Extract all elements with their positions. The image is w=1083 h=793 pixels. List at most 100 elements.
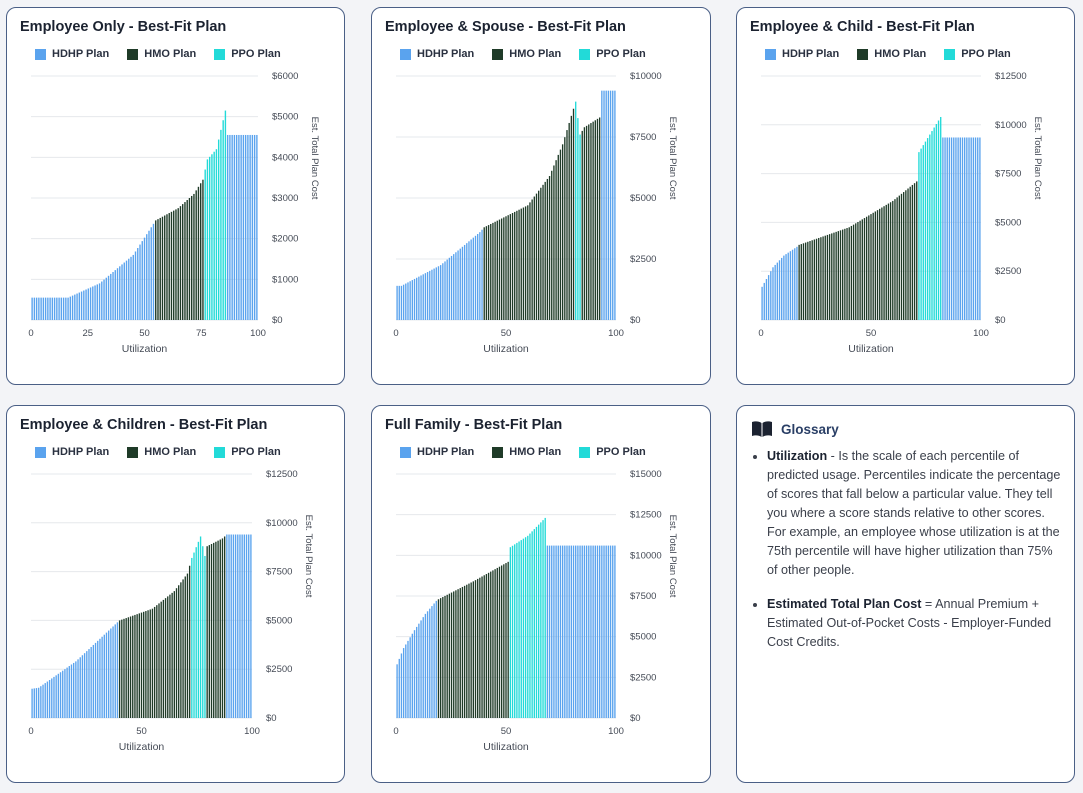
bar: [968, 137, 970, 320]
bar: [114, 624, 116, 718]
bar: [125, 260, 128, 320]
bar: [929, 134, 931, 320]
x-tick-label: 50: [866, 328, 877, 339]
bar: [494, 221, 496, 320]
legend-ppo[interactable]: PPO Plan: [944, 48, 1011, 60]
bar: [789, 251, 792, 320]
y-tick-label: $7500: [266, 567, 292, 578]
bar: [474, 235, 477, 320]
bar: [204, 555, 206, 718]
legend-hmo[interactable]: HMO Plan: [857, 48, 926, 60]
bar: [470, 582, 472, 718]
y-tick-label: $10000: [630, 550, 662, 561]
chart-plot: $0 $2500 $5000 $7500 $10000 $12500 $15000 0 50 10…: [393, 469, 678, 753]
legend-hdhp[interactable]: HDHP Plan: [765, 48, 839, 60]
bar: [485, 226, 488, 320]
bar: [570, 545, 573, 718]
bar: [498, 566, 501, 718]
legend-hdhp[interactable]: HDHP Plan: [400, 446, 474, 458]
bar: [446, 594, 448, 718]
legend-ppo[interactable]: PPO Plan: [579, 446, 646, 458]
legend-hmo[interactable]: HMO Plan: [127, 48, 196, 60]
bar: [911, 184, 914, 320]
bar: [219, 539, 221, 718]
bar: [31, 688, 33, 718]
bar: [83, 653, 86, 718]
bar: [433, 268, 435, 320]
bar: [472, 581, 475, 718]
bar: [439, 598, 442, 718]
bar: [103, 279, 105, 320]
bar: [450, 592, 453, 718]
bar: [206, 546, 208, 718]
bar: [601, 90, 603, 320]
bar: [500, 565, 503, 718]
bar: [909, 186, 911, 320]
legend-hdhp[interactable]: HDHP Plan: [35, 48, 109, 60]
glossary-item-utilization: Utilization - Is the scale of each perce…: [767, 447, 1062, 580]
bar: [128, 258, 130, 320]
bar: [178, 585, 180, 718]
legend-label-ppo: PPO Plan: [231, 48, 281, 60]
legend-hmo[interactable]: HMO Plan: [492, 48, 561, 60]
bar: [487, 572, 490, 718]
x-axis-label: Utilization: [483, 343, 529, 355]
bar: [146, 234, 148, 320]
bar: [527, 205, 529, 320]
bar: [247, 134, 249, 320]
bar: [107, 275, 110, 320]
legend-ppo[interactable]: PPO Plan: [214, 48, 281, 60]
bar: [161, 216, 164, 320]
bar: [470, 239, 472, 320]
bar: [235, 134, 238, 320]
bar: [492, 570, 494, 718]
bar: [588, 124, 590, 320]
bar: [957, 137, 959, 320]
chart-card-employee-only: Employee Only - Best-Fit Plan HDHP Plan …: [6, 7, 345, 385]
bar: [607, 90, 610, 320]
bar: [818, 237, 820, 320]
legend-hmo[interactable]: HMO Plan: [492, 446, 561, 458]
bar: [217, 540, 219, 718]
chart-card-employee-children: Employee & Children - Best-Fit Plan HDHP…: [6, 405, 345, 783]
legend-swatch-hdhp: [400, 48, 411, 60]
bar: [850, 225, 853, 320]
bar: [224, 110, 227, 320]
y-tick-label: $12500: [995, 71, 1027, 82]
legend-hmo[interactable]: HMO Plan: [127, 446, 196, 458]
bar: [99, 638, 101, 718]
glossary-header: Glossary: [751, 420, 839, 438]
bar: [511, 213, 514, 320]
bar: [83, 290, 85, 320]
y-tick-label: $0: [630, 713, 641, 724]
bar: [796, 246, 798, 320]
bar: [426, 272, 429, 320]
legend-swatch-hmo: [127, 446, 139, 458]
bar: [529, 533, 531, 718]
bar: [503, 217, 505, 320]
bar: [883, 206, 885, 320]
bar: [596, 118, 599, 320]
bar: [831, 233, 833, 320]
bar: [164, 215, 166, 320]
bar: [535, 526, 538, 718]
bar: [195, 547, 197, 718]
bar: [852, 224, 855, 320]
bar: [89, 287, 92, 320]
bar: [494, 569, 496, 718]
legend-ppo[interactable]: PPO Plan: [579, 48, 646, 60]
x-axis-label: Utilization: [122, 343, 168, 355]
y-tick-label: $5000: [630, 632, 656, 643]
bar: [474, 580, 477, 718]
bar: [130, 256, 132, 320]
bar: [918, 152, 920, 320]
legend-hdhp[interactable]: HDHP Plan: [400, 48, 474, 60]
bar: [188, 565, 191, 718]
bar: [243, 534, 246, 718]
legend-hdhp[interactable]: HDHP Plan: [35, 446, 109, 458]
legend-ppo[interactable]: PPO Plan: [214, 446, 281, 458]
y-axis-label: Est. Total Plan Cost: [667, 515, 678, 598]
bar: [450, 255, 453, 320]
bar: [961, 137, 964, 320]
legend-swatch-ppo: [214, 446, 226, 458]
